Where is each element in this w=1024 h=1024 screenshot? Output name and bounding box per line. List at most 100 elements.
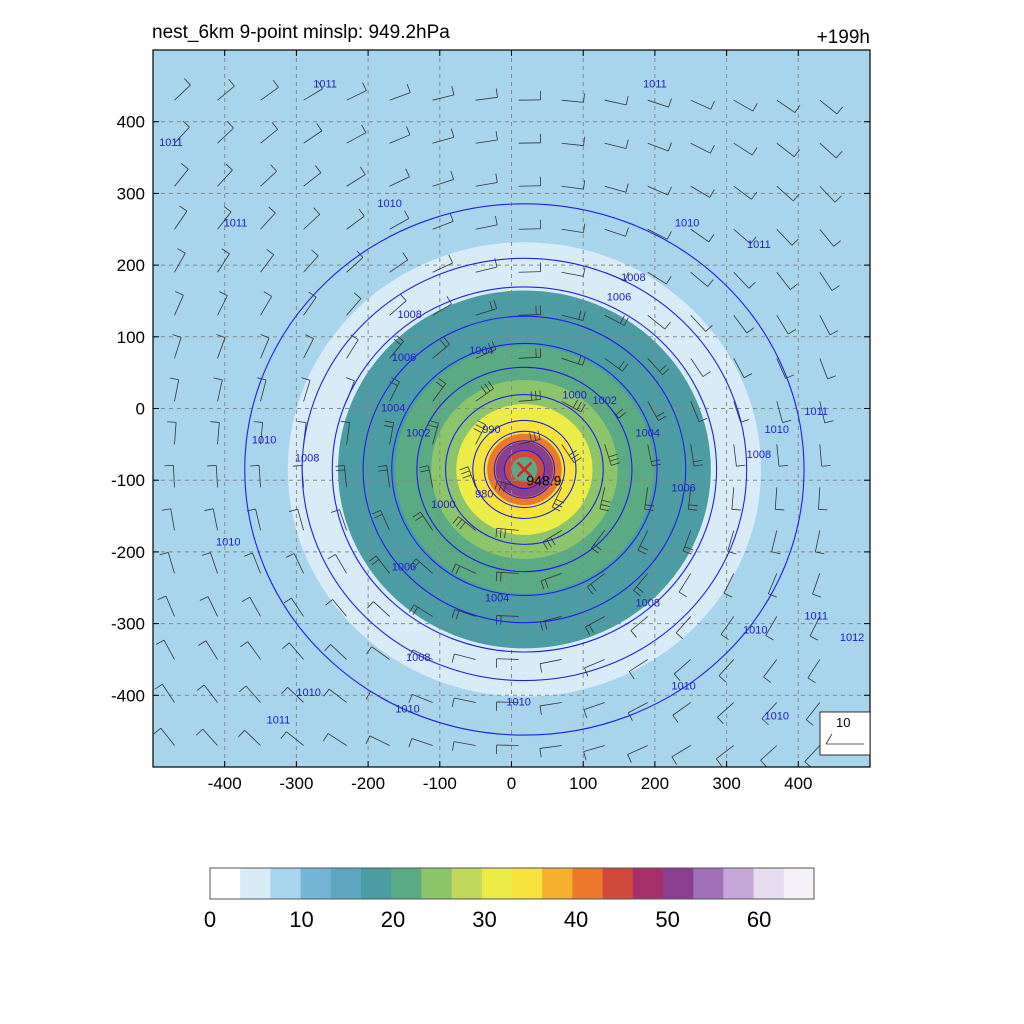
wind-barb-feather	[358, 208, 365, 217]
wind-key-label: 10	[836, 715, 850, 730]
wind-barb	[247, 641, 261, 660]
wind-barb-feather	[553, 502, 563, 508]
wind-barb-feather	[179, 205, 188, 212]
x-tick-label: 100	[569, 774, 597, 793]
wind-barb	[412, 694, 433, 703]
wind-barb-feather	[812, 593, 822, 598]
wind-barb-feather	[460, 470, 470, 475]
wind-barb	[346, 132, 367, 144]
wind-barb	[496, 701, 519, 703]
wind-barb	[587, 573, 605, 588]
wind-barb	[346, 257, 364, 273]
wind-barb-feather	[627, 712, 633, 721]
wind-barb-feather	[693, 464, 703, 467]
wind-barb-feather	[544, 579, 549, 588]
wind-barb-feather	[480, 386, 487, 394]
wind-barb	[287, 687, 304, 703]
wind-barb-feather	[283, 597, 292, 604]
wind-barb	[585, 616, 605, 628]
wind-barb-feather	[172, 334, 182, 338]
wind-barb	[715, 745, 735, 760]
wind-barb-feather	[413, 561, 420, 569]
wind-barb-feather	[821, 465, 831, 467]
wind-barb-feather	[292, 465, 302, 467]
isobar	[416, 366, 633, 573]
wind-barb	[633, 573, 649, 591]
wind-barb	[163, 639, 175, 660]
wind-barb-feather	[316, 123, 323, 132]
wind-barb	[733, 185, 752, 200]
wind-barb-feather	[788, 329, 797, 335]
wind-barb-feather	[537, 430, 541, 440]
wind-barb	[540, 616, 562, 623]
wind-barb	[819, 99, 838, 115]
wind-barb	[540, 573, 562, 582]
wind-barb-feather	[639, 545, 649, 551]
center-pressure-label: 948.9	[526, 472, 561, 488]
wind-barb	[776, 185, 794, 202]
wind-barb	[733, 271, 750, 289]
wind-barb	[647, 142, 669, 152]
contour-label: 1011	[313, 78, 337, 90]
wind-barb-feather	[241, 596, 251, 602]
wind-barb	[690, 358, 704, 377]
wind-barb-feather	[157, 595, 167, 601]
wind-barb-feather	[533, 431, 537, 441]
wind-barb-feather	[155, 639, 165, 645]
wind-barb-feather	[167, 421, 177, 423]
wind-barb	[389, 92, 411, 101]
x-tick-label: -300	[279, 774, 313, 793]
wind-barb-feather	[636, 586, 644, 593]
wind-barb-feather	[282, 642, 290, 649]
wind-barb	[518, 356, 541, 359]
wind-barb-feather	[327, 554, 336, 560]
wind-barb-feather	[216, 334, 226, 339]
wind-barb-feather	[201, 552, 211, 556]
wind-barb	[428, 465, 434, 488]
contour-label: 1011	[804, 610, 828, 622]
wind-barb	[690, 142, 711, 154]
wind-barb-feather	[477, 420, 486, 426]
colorbar-segment	[753, 868, 785, 899]
wind-barb-feather	[715, 758, 722, 767]
wind-barb	[690, 271, 708, 287]
wind-barb-feather	[435, 381, 444, 388]
wind-barb	[346, 174, 366, 187]
wind-barb	[682, 530, 692, 552]
wind-barb	[805, 702, 821, 720]
y-tick-label: -100	[111, 471, 145, 490]
wind-barb-feather	[791, 238, 799, 246]
wind-barb-feather	[672, 715, 679, 723]
wind-barb-feather	[805, 719, 814, 726]
wind-barb-feather	[402, 252, 409, 261]
wind-barb	[217, 169, 233, 187]
wind-key: 10	[819, 711, 871, 756]
wind-barb	[293, 553, 304, 574]
chart-title: nest_6km 9-point minslp: 949.2hPa	[152, 22, 450, 43]
wind-barb	[496, 658, 519, 660]
wind-barb	[720, 616, 735, 635]
wind-barb	[343, 465, 347, 488]
wind-barb	[453, 741, 476, 746]
wind-barb-feather	[196, 684, 205, 691]
wind-barb-feather	[451, 609, 456, 619]
wind-barb	[303, 172, 322, 187]
wind-barb-feather	[709, 145, 715, 154]
wind-barb-feather	[408, 604, 415, 613]
wind-barb-feather	[794, 104, 801, 113]
wind-barb	[591, 530, 606, 549]
wind-barb	[174, 84, 191, 101]
wind-barb-feather	[210, 421, 220, 423]
contour-label: 1008	[406, 652, 430, 664]
wind-barb	[561, 314, 584, 321]
wind-barb-feather	[305, 334, 314, 340]
wind-barb	[647, 358, 663, 375]
colorbar-tick-label: 10	[289, 907, 313, 932]
wind-barb-feather	[599, 508, 609, 512]
wind-barb	[771, 530, 778, 552]
wind-barb	[174, 422, 177, 445]
wind-barb-feather	[243, 552, 253, 557]
wind-key-box	[819, 711, 871, 756]
wind-barb-feather	[281, 687, 288, 695]
wind-barb-feather	[763, 676, 771, 683]
